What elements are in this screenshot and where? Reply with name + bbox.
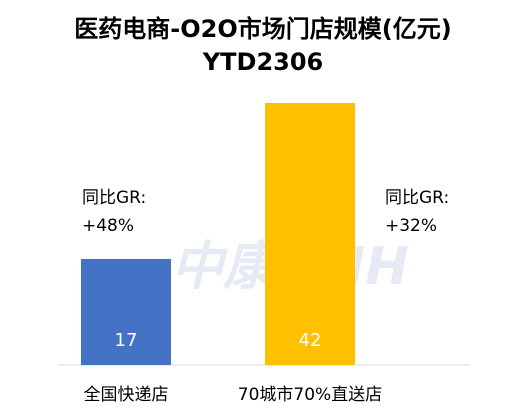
annotation: 同比GR: <box>385 188 449 208</box>
value-label: 42 <box>299 330 322 351</box>
x-tick-label: 70城市70%直送店 <box>238 385 382 405</box>
annotation: 同比GR: <box>82 188 146 208</box>
bar <box>265 103 355 365</box>
chart-subtitle: YTD2306 <box>202 48 323 76</box>
chart-title: 医药电商-O2O市场门店规模(亿元) <box>74 15 451 43</box>
value-label: 17 <box>115 330 138 351</box>
annotation: +48% <box>82 216 134 236</box>
annotation: +32% <box>385 216 437 236</box>
x-tick-label: 全国快递店 <box>84 385 169 405</box>
bar <box>81 258 171 365</box>
